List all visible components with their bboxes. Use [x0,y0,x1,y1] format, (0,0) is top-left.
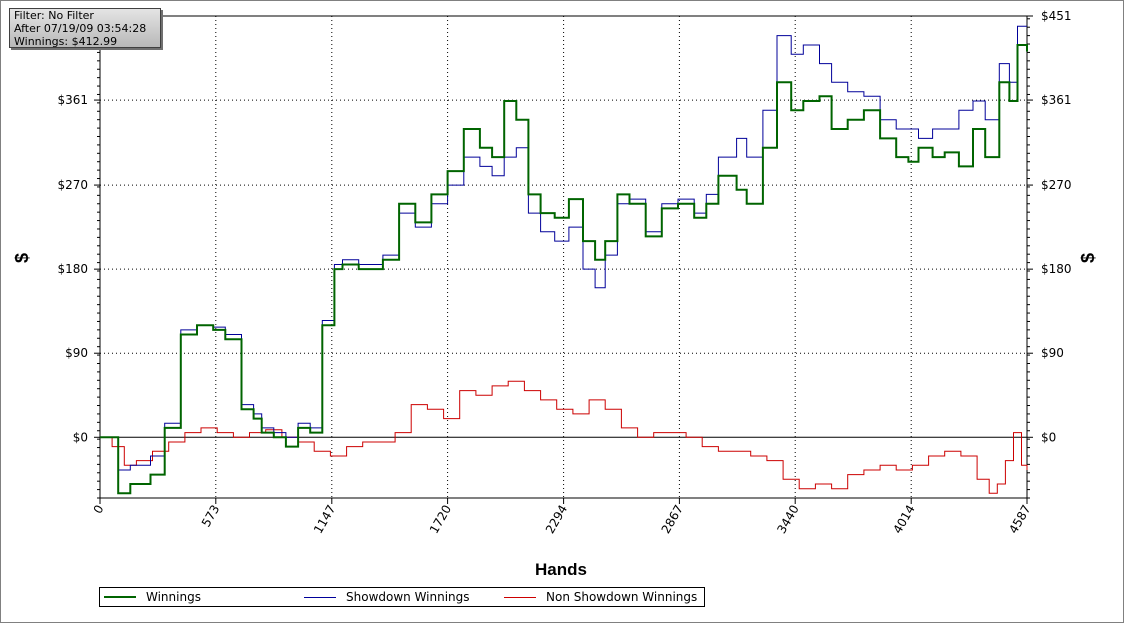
legend-label-winnings: Winnings [146,590,201,604]
winnings-text: Winnings: $412.99 [14,35,118,48]
x-tick-label: 0 [91,503,107,517]
x-tick-label: 2867 [659,503,686,536]
y-axis-label-right: $ [1078,253,1098,263]
axis-layer: $0$0$90$90$180$180$270$270$361$361$451$4… [57,9,1071,536]
legend-label-non-showdown: Non Showdown Winnings [546,590,698,604]
legend-swatch-showdown [304,596,336,598]
x-tick-label: 4014 [890,503,917,536]
x-tick-label: 1720 [427,503,454,536]
series-layer [100,25,1028,495]
legend-item-winnings: Winnings [104,588,201,606]
x-tick-label: 4587 [1006,503,1033,536]
y-tick-label-left: $270 [57,178,88,192]
legend-swatch-non-showdown [504,596,536,598]
legend-item-non-showdown: Non Showdown Winnings [504,588,697,606]
grid-layer [100,15,1027,498]
y-tick-label-left: $361 [57,93,88,107]
series-line-showdown [100,25,1027,471]
filter-text: Filter: No Filter [14,9,94,22]
legend-swatch-winnings [104,596,136,598]
series-line-winnings [100,44,1028,495]
y-tick-label-right: $270 [1041,178,1072,192]
x-tick-label: 3440 [774,503,801,536]
y-tick-label-left: $0 [73,430,88,444]
y-tick-label-left: $90 [65,346,88,360]
y-tick-label-right: $451 [1041,9,1072,23]
y-tick-label-right: $180 [1041,262,1072,276]
y-tick-label-right: $0 [1041,430,1056,444]
legend-item-showdown: Showdown Winnings [304,588,470,606]
info-box: Filter: No Filter After 07/19/09 03:54:2… [9,8,161,48]
legend: Winnings Showdown Winnings Non Showdown … [99,587,705,607]
series-line-non-showdown [100,380,1028,494]
x-tick-label: 573 [199,503,223,530]
legend-label-showdown: Showdown Winnings [346,590,470,604]
y-tick-label-right: $90 [1041,346,1064,360]
y-tick-label-right: $361 [1041,93,1072,107]
x-axis-label: Hands [535,560,587,579]
y-tick-label-left: $180 [57,262,88,276]
after-date-text: After 07/19/09 03:54:28 [14,22,147,35]
x-tick-label: 1147 [311,503,338,536]
x-tick-label: 2294 [543,503,570,536]
y-axis-label-left: $ [12,253,32,263]
